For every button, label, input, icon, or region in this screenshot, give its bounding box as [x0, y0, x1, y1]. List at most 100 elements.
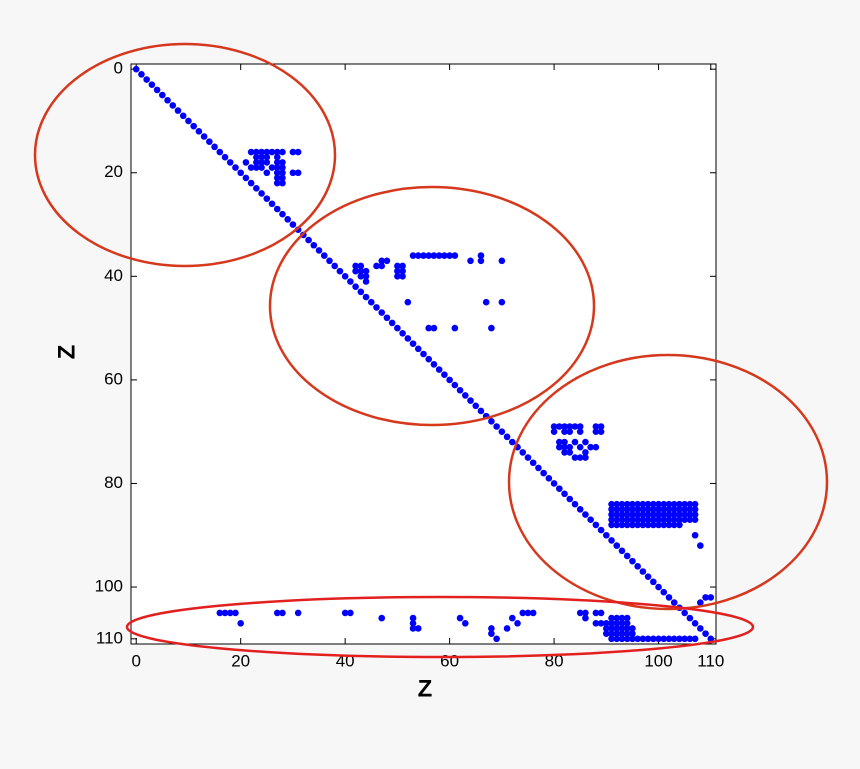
point: [618, 500, 626, 508]
point: [253, 184, 260, 192]
point: [686, 516, 694, 524]
point: [388, 319, 396, 327]
point: [608, 619, 615, 627]
point: [347, 609, 354, 617]
point: [190, 122, 197, 130]
point: [226, 609, 234, 617]
point: [451, 381, 459, 389]
point: [655, 506, 662, 513]
point: [629, 625, 636, 632]
point: [273, 169, 281, 177]
point: [279, 609, 286, 617]
point: [341, 609, 349, 617]
point: [655, 521, 662, 529]
point: [378, 309, 386, 316]
point: [420, 350, 427, 358]
point: [608, 630, 615, 637]
point: [576, 609, 584, 617]
point: [660, 500, 668, 508]
point: [508, 438, 516, 446]
point: [613, 516, 621, 524]
point: [618, 619, 626, 627]
point: [660, 511, 668, 518]
point: [138, 71, 145, 78]
point: [383, 314, 391, 322]
point: [686, 635, 694, 643]
point: [446, 376, 453, 384]
point: [650, 521, 657, 529]
point: [289, 169, 297, 177]
point: [676, 635, 683, 643]
point: [603, 625, 610, 632]
point: [665, 506, 673, 513]
point: [576, 506, 584, 513]
point: [258, 190, 265, 197]
point: [378, 614, 386, 622]
point: [644, 506, 652, 513]
point: [503, 625, 511, 632]
point: [279, 169, 286, 177]
point: [561, 438, 568, 446]
point: [414, 625, 422, 632]
point: [670, 511, 678, 518]
point: [263, 153, 271, 161]
point: [566, 449, 574, 456]
point: [556, 438, 563, 446]
point: [681, 516, 688, 524]
point: [232, 164, 239, 171]
point: [519, 609, 527, 617]
point: [273, 179, 281, 187]
point: [357, 288, 365, 296]
point: [650, 511, 657, 518]
point: [268, 200, 276, 208]
point: [315, 247, 323, 254]
point: [206, 138, 213, 145]
point: [169, 102, 177, 109]
point: [258, 164, 265, 171]
point: [644, 635, 652, 643]
point: [284, 216, 291, 223]
point: [378, 257, 386, 265]
point: [446, 252, 453, 259]
point: [211, 143, 218, 151]
point: [582, 454, 589, 461]
point: [655, 583, 662, 591]
point: [498, 428, 506, 435]
point: [670, 500, 678, 508]
point: [639, 511, 647, 518]
point: [681, 506, 688, 513]
point: [221, 153, 229, 161]
point: [404, 335, 412, 342]
point: [195, 128, 203, 135]
point: [414, 345, 422, 353]
point: [639, 521, 647, 529]
point: [524, 609, 532, 617]
point: [242, 159, 250, 166]
point: [597, 619, 605, 627]
point: [357, 267, 365, 275]
point: [226, 159, 234, 166]
point: [582, 438, 589, 446]
point: [592, 423, 600, 430]
point: [697, 599, 704, 606]
point: [263, 169, 271, 177]
point: [623, 614, 631, 622]
point: [691, 635, 699, 643]
point: [132, 65, 140, 73]
point: [582, 609, 589, 617]
point: [670, 516, 678, 524]
point: [592, 428, 600, 435]
point: [258, 148, 265, 156]
point: [618, 630, 626, 637]
x-tick-label: 60: [440, 651, 459, 670]
point: [561, 423, 568, 430]
point: [289, 148, 297, 156]
point: [650, 506, 657, 513]
point: [404, 298, 412, 306]
point: [670, 635, 678, 643]
point: [676, 511, 683, 518]
point: [650, 635, 657, 643]
point: [613, 511, 621, 518]
point: [691, 531, 699, 539]
